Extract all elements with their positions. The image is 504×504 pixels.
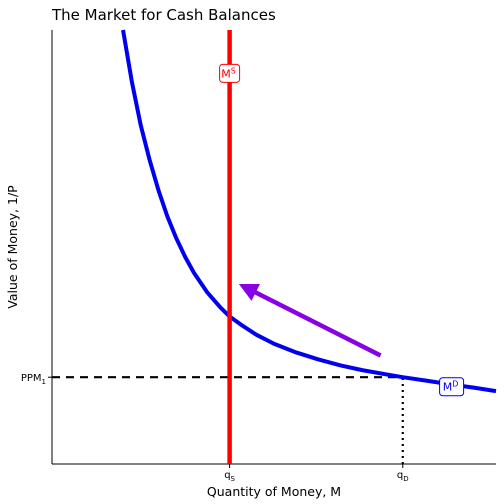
y-tick-label: PPM1 (21, 373, 46, 386)
money-supply-label: MS (221, 66, 236, 80)
y-axis-title: Value of Money, 1/P (5, 185, 20, 309)
movement-arrow (238, 283, 382, 358)
annotation-layer (238, 283, 382, 358)
money-demand-label-box (439, 377, 465, 397)
money-demand-curve (121, 29, 497, 394)
curve-label-layer: MD MS (219, 63, 465, 397)
series-layer (121, 29, 497, 464)
x-axis-title: Quantity of Money, M (207, 484, 341, 499)
chart-title: The Market for Cash Balances (51, 6, 276, 24)
x-tick-label: qS (224, 470, 235, 483)
money-demand-label: MD (443, 380, 459, 394)
tick-layer: qS qD PPM1 (21, 373, 409, 483)
money-supply-label-box (219, 63, 241, 83)
x-tick-label: qD (397, 470, 409, 483)
